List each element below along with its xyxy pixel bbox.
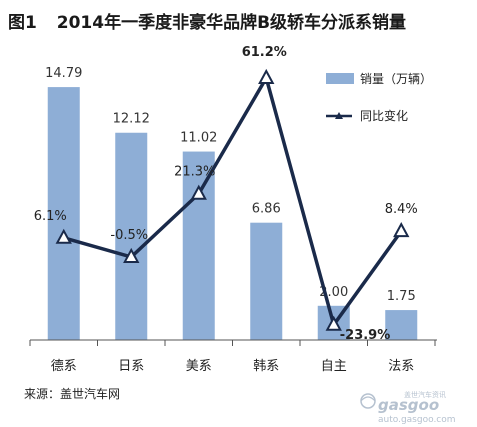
x-tick-label-5: 自主 <box>321 359 347 374</box>
bar-2 <box>115 132 148 340</box>
x-tick-label-6: 法系 <box>388 359 414 374</box>
bar-value-label-3: 11.02 <box>180 131 217 146</box>
line-series <box>63 76 403 327</box>
bar-3 <box>182 151 215 340</box>
watermark-swoosh-icon <box>360 396 376 402</box>
x-axis-ticks <box>29 340 436 346</box>
line-marker-6 <box>393 222 410 238</box>
chart-title-main: 2014年一季度非豪华品牌B级轿车分派系销量 <box>57 12 406 33</box>
watermark-brand-en: gasgoo <box>378 396 439 414</box>
bar-series <box>47 87 418 340</box>
x-tick-label-4: 韩系 <box>253 359 279 374</box>
line-value-label-2: -0.5% <box>110 228 148 243</box>
bar-1 <box>47 87 80 340</box>
watermark-url: auto.gasgoo.com <box>378 415 456 425</box>
x-tick-label-3: 美系 <box>186 359 212 374</box>
line-value-labels: 6.1% -0.5% 21.3% 61.2% -23.9% 8.4% <box>34 45 418 343</box>
line-value-label-1: 6.1% <box>34 209 67 224</box>
chart-title: 图1 2014年一季度非豪华品牌B级轿车分派系销量 <box>8 12 406 33</box>
watermark-logo: 盖世汽车资讯 gasgoo auto.gasgoo.com <box>360 390 456 425</box>
legend-line-label: 同比变化 <box>360 108 408 123</box>
line-value-label-3: 21.3% <box>174 165 215 180</box>
line-value-label-5: -23.9% <box>340 328 391 343</box>
x-axis-tick-labels: 德系 日系 美系 韩系 自主 法系 <box>51 359 415 374</box>
line-marker-4 <box>258 68 275 85</box>
line-marker-1 <box>55 228 72 244</box>
bar-4 <box>250 222 283 340</box>
line-value-label-4: 61.2% <box>242 45 287 60</box>
x-tick-label-1: 德系 <box>51 359 77 374</box>
line-marker-5 <box>325 315 342 331</box>
bar-6 <box>385 310 418 340</box>
legend-bar-swatch <box>326 73 354 84</box>
line-marker-2 <box>123 247 140 263</box>
legend-bar-label: 销量（万辆） <box>360 72 432 86</box>
line-value-label-6: 8.4% <box>385 202 418 217</box>
x-tick-label-2: 日系 <box>118 359 144 374</box>
chart-title-prefix: 图1 <box>8 13 37 33</box>
bar-value-label-2: 12.12 <box>113 112 150 127</box>
legend-line-marker <box>335 112 343 119</box>
bar-value-label-6: 1.75 <box>387 289 416 304</box>
line-markers <box>55 68 410 331</box>
bar-value-label-4: 6.86 <box>252 202 281 217</box>
watermark-globe-icon <box>360 393 376 409</box>
line-marker-3 <box>190 184 207 200</box>
source-note: 来源：盖世汽车网 <box>24 386 120 401</box>
legend: 销量（万辆） 同比变化 <box>326 72 432 123</box>
watermark-brand-cn: 盖世汽车资讯 <box>404 390 446 399</box>
bar-value-label-1: 14.79 <box>45 66 82 81</box>
